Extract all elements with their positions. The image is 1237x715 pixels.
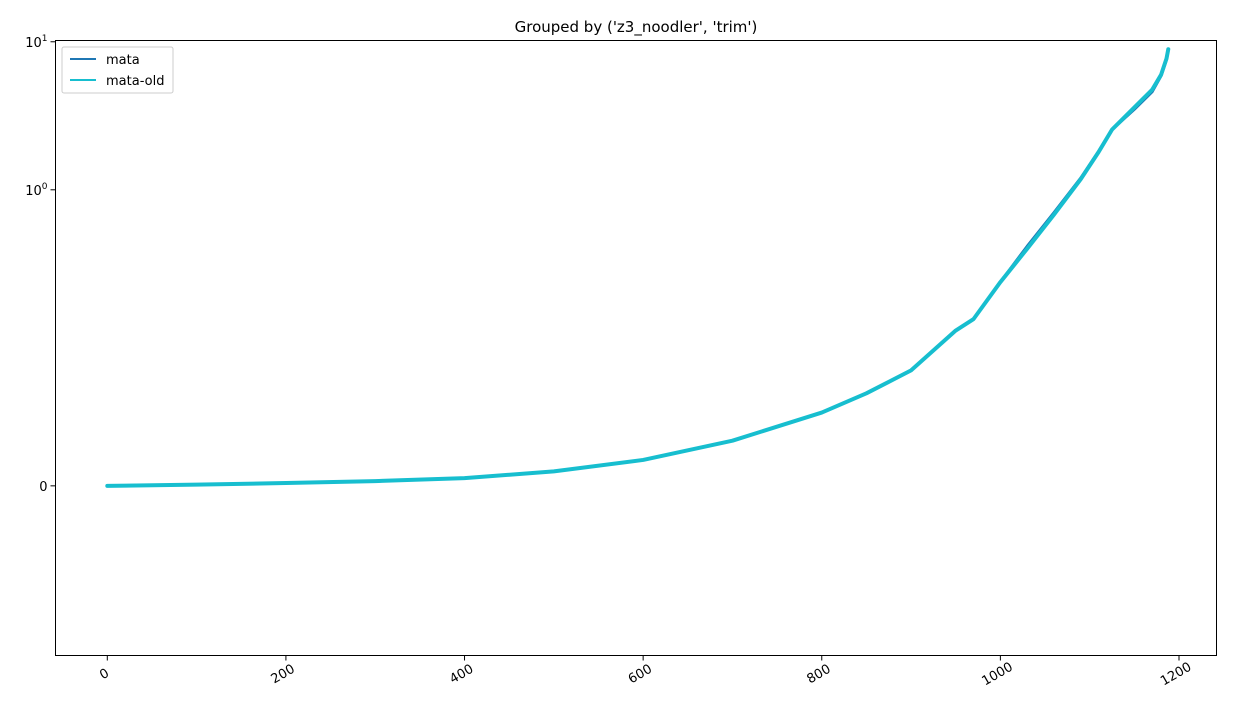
y-tick-label: 101 xyxy=(25,34,47,51)
y-tick-label: 0 xyxy=(39,480,47,495)
series-layer xyxy=(105,47,1171,488)
chart-title: Grouped by ('z3_noodler', 'trim') xyxy=(515,18,758,37)
legend-label-mata-old: mata-old xyxy=(106,74,164,89)
series-line-mata-old xyxy=(105,47,1171,488)
legend-label-mata: mata xyxy=(106,53,140,68)
y-tick-label: 100 xyxy=(25,182,48,199)
y-axis: 0 100 101 xyxy=(25,34,56,495)
plot-frame xyxy=(55,40,1217,656)
legend: mata mata-old xyxy=(61,46,174,94)
